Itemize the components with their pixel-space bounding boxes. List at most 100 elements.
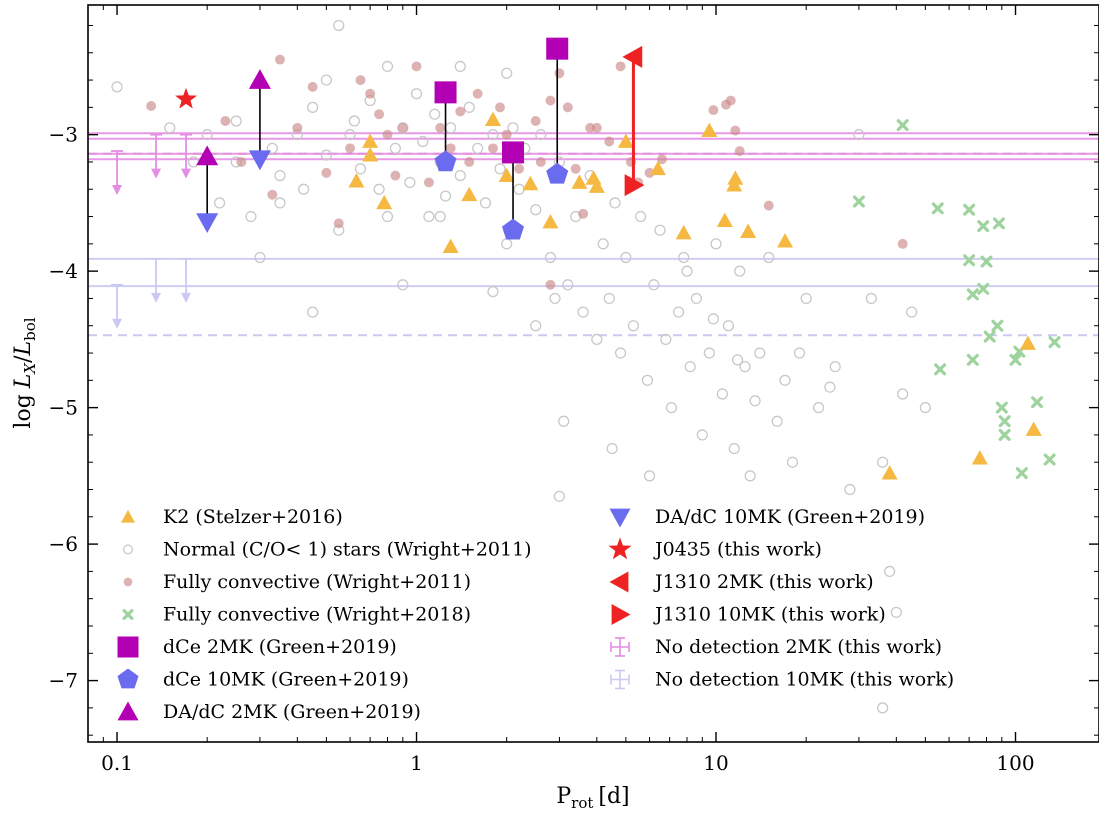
legend-marker	[122, 609, 134, 620]
data-point	[620, 251, 632, 264]
data-point	[690, 292, 703, 305]
data-point	[570, 163, 581, 174]
data-point	[672, 306, 685, 318]
data-point	[445, 143, 456, 154]
data-point	[484, 111, 501, 127]
legend-marker	[117, 701, 139, 721]
data-point	[734, 265, 746, 277]
legend-item: DA/dC 2MK (Green+2019)	[117, 701, 421, 723]
legend-item: K2 (Stelzer+2016)	[121, 506, 343, 528]
data-point-stroke	[991, 319, 1004, 332]
data-point	[657, 154, 667, 165]
upper-limit-head	[151, 292, 162, 303]
data-point	[1019, 335, 1036, 350]
data-point	[463, 101, 475, 113]
data-point	[627, 320, 640, 332]
data-point	[716, 388, 728, 400]
data-point	[728, 442, 740, 455]
y-axis-label: logLX/Lbol	[11, 317, 39, 428]
y-tick-label: −5	[49, 396, 78, 420]
legend-item: Fully convective (Wright+2011)	[123, 571, 471, 593]
data-point	[455, 106, 466, 117]
upper-limit-arrow	[150, 133, 163, 179]
data-point	[365, 88, 376, 99]
data-point	[1031, 396, 1044, 409]
data-point-stroke	[1043, 453, 1056, 466]
data-point	[591, 333, 603, 345]
data-point	[146, 101, 157, 111]
data-point	[487, 286, 499, 298]
legend-item: dCe 10MK (Green+2019)	[117, 668, 409, 691]
data-point	[220, 116, 231, 126]
data-point	[992, 217, 1005, 230]
data-point	[1048, 336, 1061, 349]
data-point	[998, 415, 1011, 428]
data-point	[164, 122, 176, 134]
data-point	[373, 183, 385, 195]
x-tick-label: 100	[996, 751, 1034, 775]
data-point	[514, 163, 525, 174]
data-point	[754, 347, 766, 359]
data-point	[434, 210, 446, 223]
data-point	[749, 395, 761, 407]
data-point	[571, 174, 588, 189]
data-point-stroke	[963, 254, 976, 267]
data-point	[454, 60, 466, 73]
data-points	[111, 19, 1061, 714]
data-point	[710, 238, 722, 250]
legend-marker	[609, 508, 631, 528]
legend-marker	[609, 571, 629, 593]
data-point	[812, 402, 825, 414]
data-point-stroke	[963, 203, 976, 216]
legend-marker	[121, 510, 135, 523]
data-point	[344, 129, 356, 141]
data-point	[230, 115, 242, 127]
legend-label: dCe 10MK (Green+2019)	[163, 669, 409, 691]
data-point	[966, 353, 979, 366]
data-point	[730, 125, 741, 136]
data-point	[274, 197, 286, 209]
data-point	[763, 200, 774, 211]
data-point	[374, 109, 385, 120]
data-point	[665, 402, 678, 414]
data-point-stroke	[1031, 396, 1044, 409]
data-point	[507, 122, 519, 134]
data-point-stroke	[934, 363, 947, 376]
data-point-stroke	[992, 217, 1005, 230]
data-point	[971, 450, 988, 465]
legend-item: No detection 2MK (this work)	[610, 636, 942, 658]
data-point	[562, 279, 574, 291]
data-point	[445, 122, 457, 134]
data-point	[585, 170, 602, 185]
data-point-stroke	[896, 119, 909, 132]
data-point	[175, 87, 197, 109]
data-point	[708, 105, 719, 116]
data-point-stroke	[977, 282, 990, 295]
data-point	[213, 197, 226, 209]
data-point	[355, 75, 366, 86]
data-point	[966, 288, 979, 301]
data-point	[535, 156, 546, 167]
data-point	[501, 129, 512, 140]
legend-item: J1310 2MK (this work)	[609, 571, 874, 593]
data-point	[648, 279, 660, 291]
data-point	[196, 213, 219, 234]
data-point	[980, 255, 993, 268]
data-point	[530, 204, 542, 216]
data-point	[464, 156, 475, 167]
data-point	[897, 388, 909, 400]
data-point	[963, 203, 976, 216]
legend-label: DA/dC 2MK (Green+2019)	[163, 701, 421, 723]
data-point	[390, 170, 401, 181]
data-point	[577, 306, 589, 318]
data-point	[333, 218, 344, 229]
data-point	[196, 145, 219, 166]
data-point	[546, 162, 569, 184]
x-tick-label: 10	[703, 751, 728, 775]
legend-item: DA/dC 10MK (Green+2019)	[609, 506, 925, 528]
upper-limit-head	[181, 292, 192, 303]
data-point	[609, 197, 621, 209]
data-point	[643, 470, 656, 482]
data-point-stroke	[980, 255, 993, 268]
